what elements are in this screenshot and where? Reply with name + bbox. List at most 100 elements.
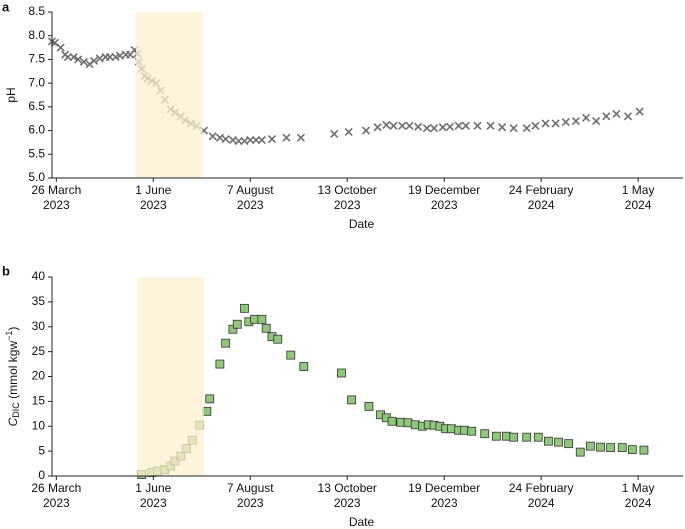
y-axis-label-part: C: [6, 417, 20, 426]
data-point: [286, 350, 296, 360]
data-point: [95, 54, 104, 63]
data-point: [205, 394, 215, 404]
x-tick-label: 1 May 2024: [621, 183, 655, 212]
data-point: [498, 123, 507, 132]
x-tick-label: 13 October 2023: [317, 481, 377, 510]
y-tick-label: 25: [32, 344, 46, 358]
data-point: [544, 436, 553, 446]
data-point: [257, 314, 267, 324]
data-point: [531, 121, 540, 130]
data-point: [396, 417, 406, 427]
y-axis-label-part: ): [6, 327, 20, 331]
data-point: [299, 362, 309, 371]
x-tick-label: 26 March 2023: [31, 481, 82, 510]
data-point: [491, 431, 501, 441]
data-point: [461, 121, 470, 130]
y-tick-label: 6.5: [28, 99, 45, 113]
data-point: [361, 126, 371, 135]
x-tick-label: 26 March 2023: [31, 183, 82, 212]
data-point: [373, 123, 382, 132]
data-point: [561, 117, 570, 127]
data-point: [486, 121, 495, 130]
y-tick-label: 5.5: [28, 146, 45, 160]
data-point: [454, 121, 463, 130]
data-point: [387, 416, 397, 426]
data-point: [473, 121, 482, 130]
data-point: [554, 437, 563, 447]
y-tick-label: 30: [32, 319, 46, 333]
data-point: [623, 112, 633, 121]
data-point: [533, 432, 543, 442]
data-point: [571, 117, 580, 126]
data-point: [410, 420, 420, 430]
data-point: [447, 424, 456, 434]
data-point: [422, 124, 431, 133]
x-tick-label: 13 October 2023: [317, 183, 377, 212]
data-point: [330, 129, 339, 138]
data-point: [635, 107, 644, 116]
data-point: [69, 52, 78, 62]
data-point: [414, 122, 423, 131]
x-tick-label: 24 February 2024: [508, 183, 574, 212]
data-point: [257, 135, 266, 145]
y-axis-label: CDIC (mmol kgw−1): [4, 327, 21, 427]
x-tick-label: 24 February 2024: [508, 481, 574, 510]
data-point: [606, 443, 616, 453]
y-tick-label: 6.0: [28, 123, 45, 137]
data-point: [581, 113, 591, 122]
data-point: [575, 447, 585, 457]
x-tick-label: 7 August 2023: [226, 481, 274, 510]
data-point: [73, 55, 83, 64]
highlight-band: [135, 12, 203, 178]
y-tick-label: 40: [32, 269, 46, 283]
data-point: [502, 431, 511, 441]
y-tick-label: 5.0: [28, 170, 45, 184]
data-point: [403, 418, 413, 428]
data-point: [617, 443, 627, 453]
data-point: [467, 426, 477, 436]
data-point: [405, 121, 414, 130]
data-point: [551, 119, 560, 128]
data-point: [267, 135, 277, 144]
data-point: [612, 109, 621, 119]
y-tick-label: 10: [32, 418, 46, 432]
data-point: [261, 323, 271, 333]
y-axis-label-part: DIC: [11, 402, 21, 418]
data-point: [596, 442, 605, 452]
data-point: [639, 445, 649, 455]
x-tick-label: 1 June 2023: [135, 183, 172, 212]
data-point: [240, 303, 249, 313]
data-point: [232, 319, 242, 329]
y-tick-label: 35: [32, 294, 46, 308]
x-tick-label: 19 December 2023: [408, 481, 481, 510]
x-tick-label: 1 June 2023: [135, 481, 172, 510]
data-point: [337, 368, 346, 378]
data-point: [296, 133, 305, 142]
data-point: [202, 406, 212, 416]
data-point: [522, 124, 531, 133]
y-tick-label: 8.5: [28, 4, 45, 18]
data-point: [79, 57, 88, 66]
panel-label: a: [2, 0, 10, 14]
panel-label: b: [2, 263, 10, 278]
y-axis-label-part: −1: [4, 331, 14, 341]
data-point: [480, 429, 490, 439]
data-point: [398, 121, 407, 130]
data-point: [592, 117, 601, 126]
data-point: [215, 133, 224, 142]
data-point: [509, 432, 519, 442]
x-tick-label: 7 August 2023: [226, 183, 274, 212]
data-point: [460, 425, 469, 435]
data-point: [221, 338, 231, 348]
x-tick-label: 19 December 2023: [408, 183, 481, 212]
y-axis-label: pH: [4, 87, 18, 102]
y-tick-label: 0: [38, 468, 45, 482]
data-point: [445, 122, 455, 131]
data-point: [602, 112, 611, 121]
x-axis-label: Date: [349, 515, 375, 529]
data-point: [208, 132, 217, 141]
y-tick-label: 20: [32, 369, 46, 383]
data-point: [215, 359, 225, 369]
